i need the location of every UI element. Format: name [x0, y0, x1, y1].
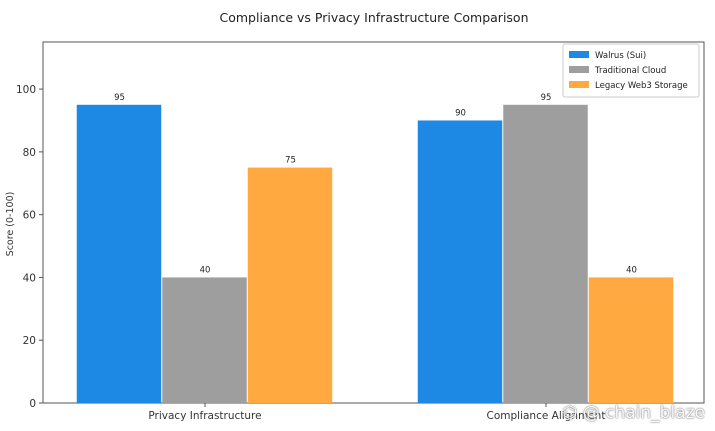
plot-area: 0 20 40 60 80 100 95 40 75 Privacy Infrastructure… — [16, 41, 705, 422]
bar — [503, 104, 588, 404]
x-tick-label: Compliance Alignment — [487, 410, 606, 422]
legend-label: Traditional Cloud — [594, 66, 666, 76]
bar — [247, 167, 333, 403]
legend-swatch — [569, 81, 589, 88]
legend-swatch — [569, 66, 589, 73]
share-icon: ⌬ — [562, 403, 578, 423]
bar — [76, 104, 162, 404]
chart-title: Compliance vs Privacy Infrastructure Com… — [219, 10, 528, 25]
y-tick-label: 80 — [23, 147, 36, 159]
legend-label: Legacy Web3 Storage — [595, 81, 688, 91]
bar-value-label: 75 — [285, 156, 296, 166]
y-tick-label: 60 — [23, 210, 36, 222]
axes-frame — [42, 41, 705, 404]
bar — [588, 277, 674, 403]
y-tick-label: 100 — [16, 84, 36, 96]
bar — [417, 120, 503, 403]
watermark-text: @ chain_blaze — [582, 403, 705, 423]
bar-value-label: 90 — [455, 108, 466, 118]
legend: Walrus (Sui) Traditional Cloud Legacy Web3… — [562, 43, 700, 98]
legend-swatch — [569, 51, 589, 58]
bar-value-label: 95 — [114, 93, 125, 103]
y-tick-label: 0 — [29, 398, 36, 410]
y-axis-label: Score (0-100) — [5, 192, 16, 257]
bar-value-label: 95 — [541, 93, 552, 103]
y-tick-label: 20 — [23, 335, 36, 347]
bar-value-label: 40 — [200, 265, 211, 275]
bar — [162, 277, 247, 403]
legend-label: Walrus (Sui) — [595, 51, 646, 61]
x-tick-label: Privacy Infrastructure — [148, 410, 261, 422]
legend-box — [562, 43, 700, 98]
bar-value-label: 40 — [626, 265, 637, 275]
watermark: ⌬ @ chain_blaze — [562, 403, 705, 423]
y-tick-label: 40 — [23, 272, 36, 284]
